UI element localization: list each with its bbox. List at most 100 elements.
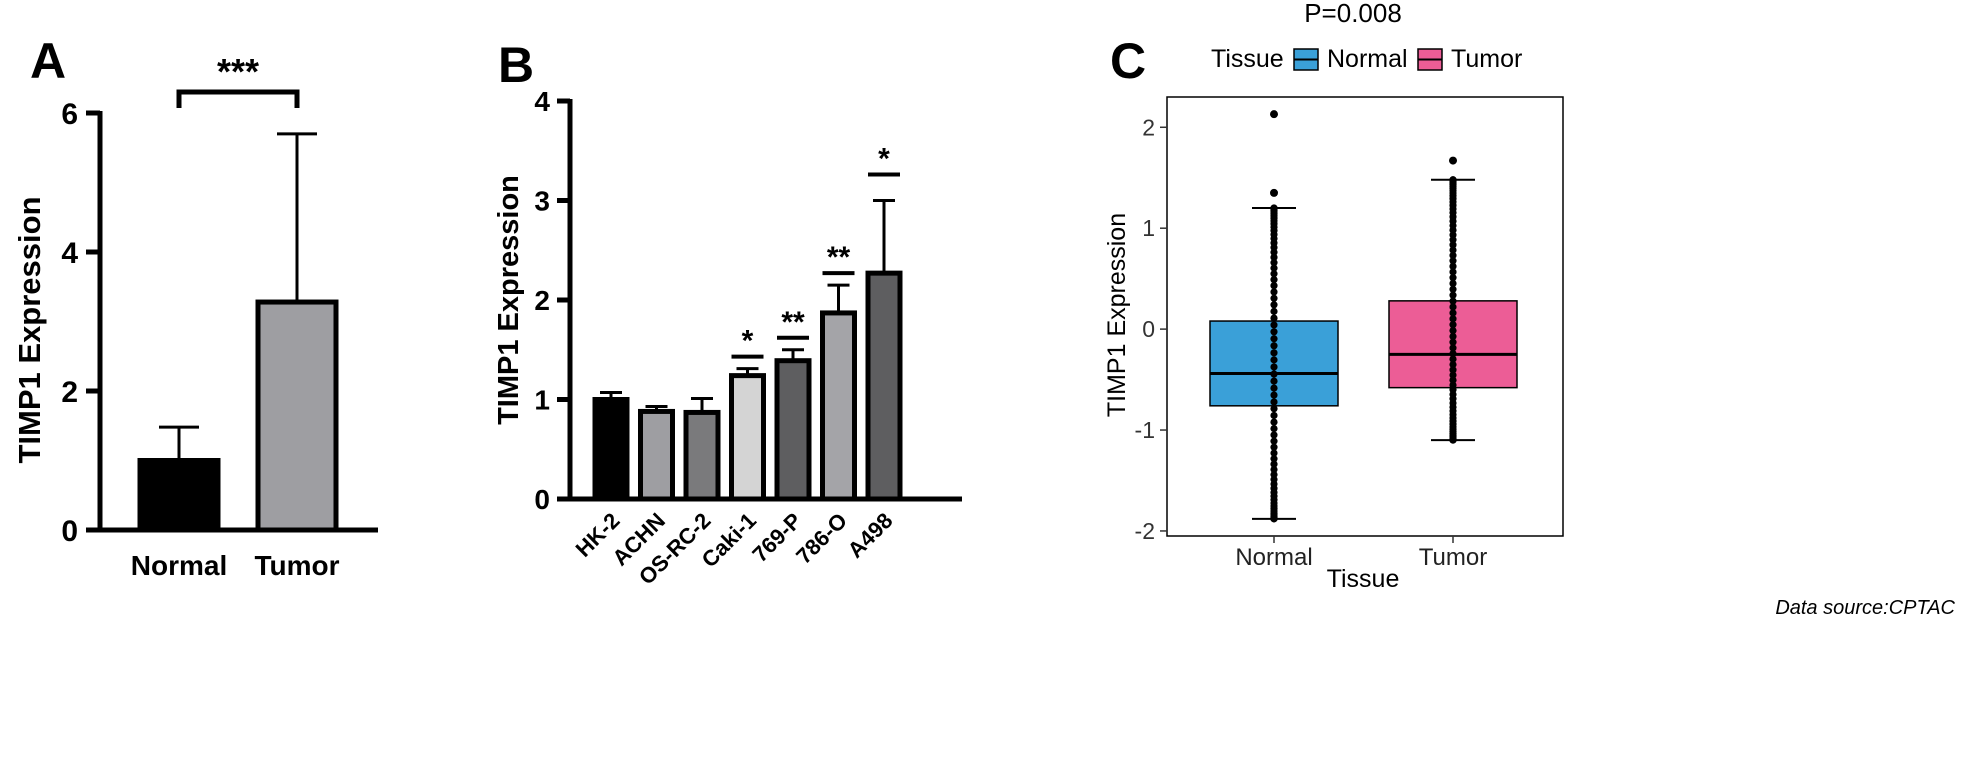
bar-caki-1 — [729, 373, 766, 502]
sample-point — [1270, 349, 1278, 357]
bar-os-rc-2 — [683, 409, 721, 502]
x-tick-label: A498 — [843, 508, 898, 563]
sample-point — [1270, 405, 1278, 413]
sample-point — [1270, 307, 1278, 315]
bar-786-o — [820, 310, 857, 502]
panel-c-letter: C — [1110, 33, 1146, 89]
y-tick-label: -2 — [1135, 518, 1155, 544]
sample-point — [1449, 371, 1457, 379]
sample-point — [1270, 465, 1278, 474]
sample-point — [1449, 268, 1457, 276]
panel-a: A TIMP1 Expression 0 2 4 6 Normal Tumor *** — [12, 33, 378, 581]
y-tick-label: 2 — [61, 376, 78, 409]
legend-label-tumor: Tumor — [1451, 45, 1522, 73]
sample-point — [1270, 356, 1278, 364]
sample-point — [1449, 246, 1457, 254]
sample-point — [1270, 391, 1278, 399]
sample-point — [1449, 303, 1457, 311]
sample-point — [1270, 301, 1278, 309]
sample-point — [1270, 411, 1278, 420]
bar-achn — [638, 408, 675, 502]
y-tick-label: -1 — [1135, 417, 1155, 443]
data-source-note: Data source:CPTAC — [1775, 597, 1955, 619]
sample-point — [1270, 270, 1278, 278]
sample-point — [1270, 431, 1278, 439]
sample-point — [1449, 241, 1457, 249]
sample-point — [1270, 264, 1278, 272]
outlier-point — [1270, 110, 1278, 119]
sample-point — [1270, 470, 1278, 479]
sample-point — [1449, 376, 1457, 384]
sample-point — [1270, 314, 1278, 322]
sample-point — [1449, 291, 1457, 299]
panel-c-xlabel: Tissue — [1327, 565, 1400, 593]
y-tick-label: 2 — [534, 285, 550, 316]
significance-label: *** — [217, 51, 259, 92]
sample-point — [1449, 360, 1457, 369]
legend-label-normal: Normal — [1327, 45, 1408, 73]
sample-point — [1270, 424, 1278, 433]
sample-point — [1270, 455, 1278, 463]
y-tick-label: 0 — [1142, 316, 1155, 342]
significance-label: ** — [781, 306, 805, 339]
y-tick-label: 4 — [534, 86, 550, 117]
sample-point — [1449, 321, 1457, 329]
sample-point — [1270, 253, 1278, 261]
bar-normal — [137, 458, 221, 533]
sample-point — [1449, 366, 1457, 374]
sample-point — [1449, 257, 1457, 265]
sample-point — [1449, 344, 1457, 352]
sample-point — [1270, 342, 1278, 350]
sample-point — [1270, 204, 1278, 212]
sample-point — [1270, 335, 1278, 343]
sample-point — [1270, 288, 1278, 296]
y-tick-label: 0 — [534, 484, 550, 515]
sample-point — [1270, 370, 1278, 378]
significance-label: ** — [827, 241, 851, 274]
sample-point — [1270, 363, 1278, 371]
y-tick-label: 1 — [534, 385, 550, 416]
sample-point — [1449, 262, 1457, 270]
y-tick-label: 4 — [61, 237, 78, 270]
y-tick-label: 1 — [1142, 215, 1155, 241]
x-tick-label: Tumor — [1419, 544, 1487, 571]
sample-point — [1270, 460, 1278, 468]
panel-b-letter: B — [498, 37, 534, 93]
sample-point — [1270, 328, 1278, 336]
sample-point — [1270, 321, 1278, 329]
significance-label: * — [742, 325, 754, 358]
outlier-point — [1449, 156, 1457, 165]
sample-point — [1270, 384, 1278, 392]
sample-point — [1449, 315, 1457, 323]
sample-point — [1449, 279, 1457, 288]
sample-point — [1449, 349, 1457, 358]
y-tick-label: 0 — [61, 515, 78, 548]
legend: Tissue Normal Tumor — [1211, 45, 1522, 73]
sample-point — [1449, 326, 1457, 335]
x-tick-label: Tumor — [254, 550, 339, 581]
panel-b-ylabel: TIMP1 Expression — [493, 175, 525, 425]
sample-point — [1270, 437, 1278, 445]
sample-point — [1270, 294, 1278, 302]
panel-c-title: P=0.008 — [1304, 0, 1402, 28]
sample-point — [1449, 285, 1457, 293]
sample-point — [1449, 176, 1457, 184]
sample-point — [1449, 355, 1457, 363]
x-tick-label: 786-O — [791, 508, 852, 569]
plot-frame — [1166, 96, 1564, 537]
sample-point — [1449, 332, 1457, 341]
sample-point — [1270, 276, 1278, 284]
bar-a498 — [865, 270, 903, 502]
sample-point — [1270, 282, 1278, 290]
panel-a-letter: A — [30, 33, 66, 89]
bar-tumor — [255, 299, 339, 533]
outlier-point — [1270, 188, 1278, 197]
sample-point — [1449, 274, 1457, 282]
bar-hk-2 — [592, 397, 630, 502]
sample-point — [1270, 443, 1278, 451]
legend-title: Tissue — [1211, 45, 1284, 73]
y-tick-label: 2 — [1142, 114, 1155, 140]
significance-label: * — [878, 143, 890, 176]
sample-point — [1449, 381, 1457, 389]
